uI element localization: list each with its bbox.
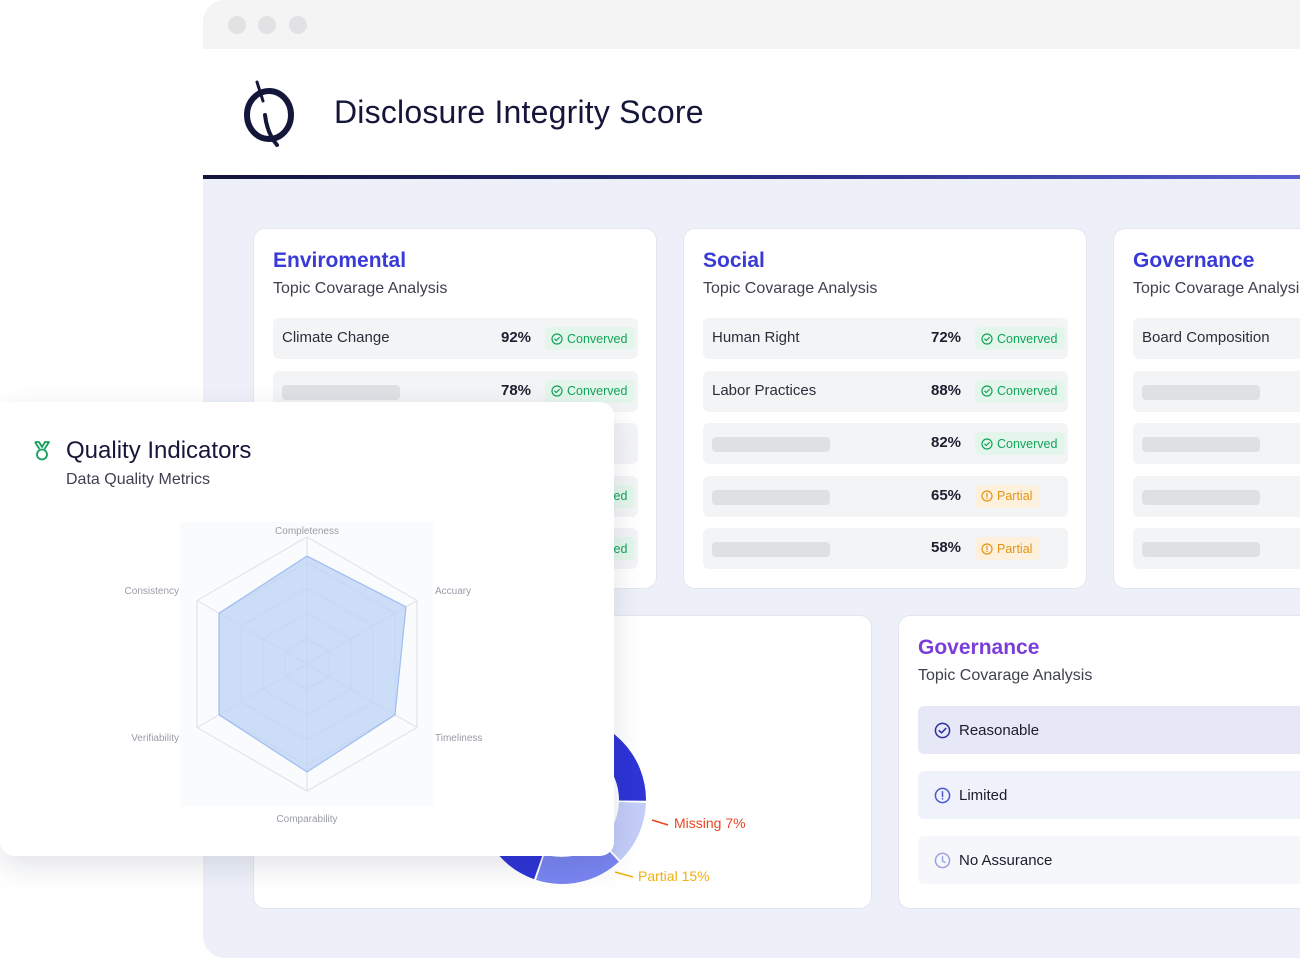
alert-circle-icon — [981, 490, 993, 502]
brand-logo-icon — [244, 80, 294, 147]
topic-label-placeholder — [1142, 542, 1260, 557]
card-governance: Governance Topic Covarage Analysis Board… — [1113, 228, 1300, 589]
card-subtitle: Topic Covarage Analysis — [703, 280, 878, 297]
window-maximize-dot[interactable] — [289, 16, 307, 34]
browser-window: Disclosure Integrity Score Enviromental … — [203, 0, 1300, 958]
radar-axis-label: Comparability — [276, 814, 337, 825]
topic-row[interactable]: Human Right 72% Converved — [703, 318, 1068, 359]
radar-axis-label: Accuary — [435, 586, 471, 597]
topic-percentage: 58% — [931, 539, 962, 556]
topic-label-placeholder — [1142, 437, 1260, 452]
topic-row[interactable] — [1133, 528, 1300, 569]
status-badge-covered: Converved — [975, 327, 1066, 350]
check-circle-icon — [981, 385, 993, 397]
topic-row[interactable]: 58% Partial — [703, 528, 1068, 569]
quality-title: Quality Indicators — [66, 437, 252, 464]
alert-circle-icon — [981, 542, 993, 555]
card-title: Enviromental — [273, 249, 407, 272]
clock-icon — [934, 852, 951, 868]
radar-axis-label: Consistency — [125, 586, 179, 597]
page-title: Disclosure Integrity Score — [334, 94, 704, 130]
card-social: Social Topic Covarage Analysis Human Rig… — [683, 228, 1087, 589]
card-subtitle: Topic Covarage Analysis — [918, 667, 1093, 684]
assurance-no-assurance[interactable]: No Assurance — [918, 836, 1300, 884]
badge-text: Partial — [997, 489, 1033, 503]
window-minimize-dot[interactable] — [258, 16, 276, 34]
status-badge-covered: Converved — [545, 327, 636, 350]
topic-percentage: 88% — [931, 381, 962, 399]
card-subtitle: Topic Covarage Analysis — [1133, 280, 1300, 297]
status-badge-partial: Partial — [975, 484, 1041, 508]
quality-radar-chart: Completeness Accuary Timeliness Comparabili… — [125, 522, 482, 825]
topic-label-placeholder — [1142, 489, 1260, 505]
radar-axis-label: Timeliness — [435, 733, 482, 744]
badge-text: Converved — [997, 331, 1058, 346]
check-circle-icon — [934, 722, 951, 738]
topic-percentage: 78% — [501, 381, 532, 399]
badge-text: Converved — [567, 331, 628, 346]
topic-row[interactable]: 65% Partial — [703, 475, 1068, 517]
donut-label-partial: Partial 15% — [638, 868, 710, 884]
topic-row[interactable] — [1133, 423, 1300, 464]
quality-subtitle: Data Quality Metrics — [66, 471, 211, 488]
window-close-dot[interactable] — [228, 16, 246, 34]
topic-label-placeholder — [1142, 384, 1260, 400]
status-badge-partial: Partial — [975, 537, 1041, 560]
card-title: Governance — [918, 636, 1040, 659]
topic-row[interactable]: Board Composition — [1133, 318, 1300, 359]
window-chrome — [203, 0, 1300, 49]
check-circle-icon — [981, 437, 993, 450]
badge-text: Converved — [567, 384, 628, 398]
badge-text: Converved — [997, 384, 1058, 398]
assurance-limited[interactable]: Limited — [918, 771, 1300, 819]
topic-row[interactable]: Climate Change 92% Converved — [273, 318, 638, 359]
card-title: Governance — [1133, 249, 1255, 272]
radar-axis-label: Completeness — [275, 526, 339, 537]
assurance-label: Limited — [959, 786, 1008, 804]
partial-leader-line — [614, 871, 634, 878]
app-header: Disclosure Integrity Score — [203, 49, 1300, 175]
missing-leader-line — [651, 819, 669, 826]
topic-label-placeholder — [282, 384, 400, 400]
topic-percentage: 82% — [931, 434, 962, 451]
card-governance-assurance: Governance Topic Covarage Analysis Reaso… — [898, 615, 1300, 909]
status-badge-covered: Converved — [975, 379, 1066, 403]
topic-row[interactable]: Labor Practices 88% Converved — [703, 370, 1068, 412]
check-circle-icon — [551, 385, 563, 397]
topic-label: Board Composition — [1142, 329, 1270, 346]
topic-label-placeholder — [712, 489, 830, 505]
topic-row[interactable] — [1133, 475, 1300, 517]
assurance-label: No Assurance — [959, 851, 1053, 869]
header-accent-bar — [203, 175, 1300, 179]
card-subtitle: Topic Covarage Analysis — [273, 280, 448, 297]
donut-label-missing: Missing 7% — [674, 815, 746, 831]
medal-icon — [34, 441, 50, 461]
topic-label: Labor Practices — [712, 381, 817, 399]
topic-percentage: 92% — [501, 329, 532, 346]
alert-circle-icon — [934, 787, 951, 803]
status-badge-covered: Converved — [975, 432, 1066, 455]
radar-data-area — [218, 555, 407, 773]
card-title: Social — [703, 249, 765, 272]
radar-axis-label: Verifiability — [131, 733, 179, 744]
assurance-reasonable[interactable]: Reasonable — [918, 706, 1300, 754]
status-badge-covered: Converved — [545, 379, 636, 403]
badge-text: Converved — [997, 436, 1058, 451]
topic-label: Climate Change — [282, 329, 390, 346]
topic-percentage: 65% — [931, 486, 962, 504]
check-circle-icon — [981, 332, 993, 345]
quality-indicators-panel: Quality Indicators Data Quality Metrics … — [0, 402, 614, 856]
topic-label-placeholder — [712, 542, 830, 557]
topic-row[interactable] — [1133, 370, 1300, 412]
topic-label: Human Right — [712, 329, 800, 346]
topic-row[interactable]: 82% Converved — [703, 423, 1068, 464]
assurance-label: Reasonable — [959, 721, 1040, 739]
topic-percentage: 72% — [931, 329, 962, 346]
topic-label-placeholder — [712, 437, 830, 452]
badge-text: Partial — [997, 541, 1033, 556]
check-circle-icon — [551, 332, 563, 345]
